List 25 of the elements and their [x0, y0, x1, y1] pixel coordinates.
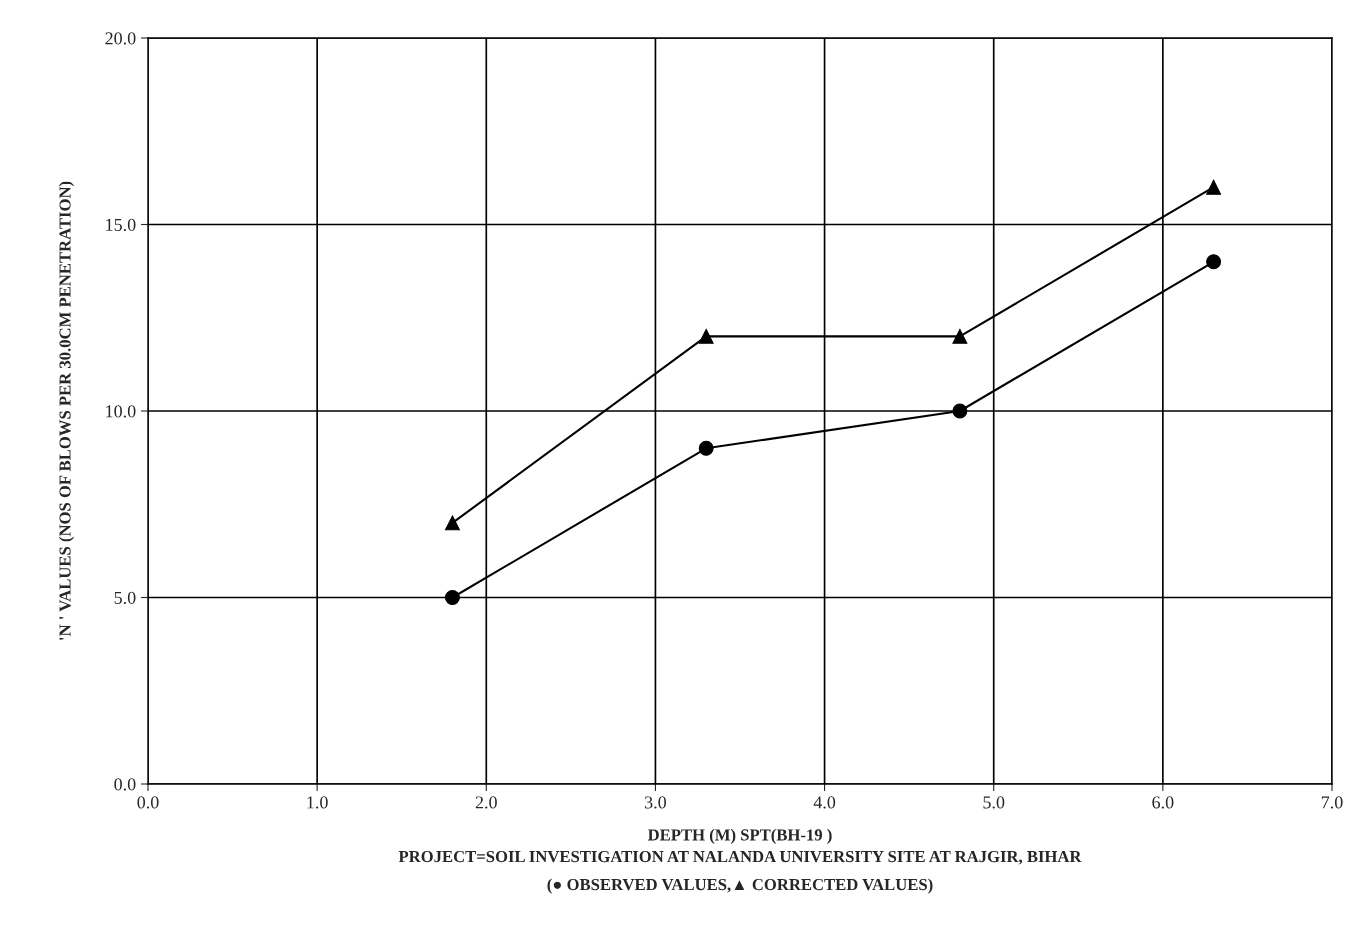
x-tick-label: 6.0	[1152, 796, 1174, 809]
point	[444, 515, 460, 531]
point	[444, 590, 460, 605]
y-tick-label: 5.0	[114, 591, 136, 605]
x-tick-label: 0.0	[137, 796, 159, 809]
point	[698, 440, 714, 456]
y-tick-label: 10.0	[106, 405, 136, 418]
x-tick-label: 1.0	[307, 796, 328, 809]
point	[952, 328, 968, 344]
point	[1206, 179, 1222, 195]
y-tick-label: 20.0	[105, 32, 136, 45]
y-tick-label: 15.0	[106, 218, 136, 232]
y-tick-label: 0.0	[114, 778, 136, 791]
x-tick-label: 5.0	[983, 796, 1005, 809]
point	[1206, 254, 1222, 270]
x-tick-label: 7.0	[1321, 796, 1343, 809]
point	[952, 403, 968, 419]
point	[698, 328, 714, 344]
x-tick-label: 4.0	[813, 796, 836, 809]
x-tick-label: 3.0	[645, 796, 667, 809]
y-axis-title: 'N ' VALUES (NOS OF BLOWS PER 30.0CM PENETRATION)	[58, 181, 75, 640]
text: PROJECT=SOIL INVESTIGATION AT NALANDA UNIVERSITY SITE AT RAJGIR, BIHAR	[398, 850, 1082, 865]
x-tick-label: 2.0	[475, 796, 497, 809]
x-axis-title: DEPTH (M) SPT(BH-19 )	[647, 828, 832, 844]
text: (● OBSERVED VALUES,▲ CORRECTED VALUES)	[547, 878, 933, 894]
